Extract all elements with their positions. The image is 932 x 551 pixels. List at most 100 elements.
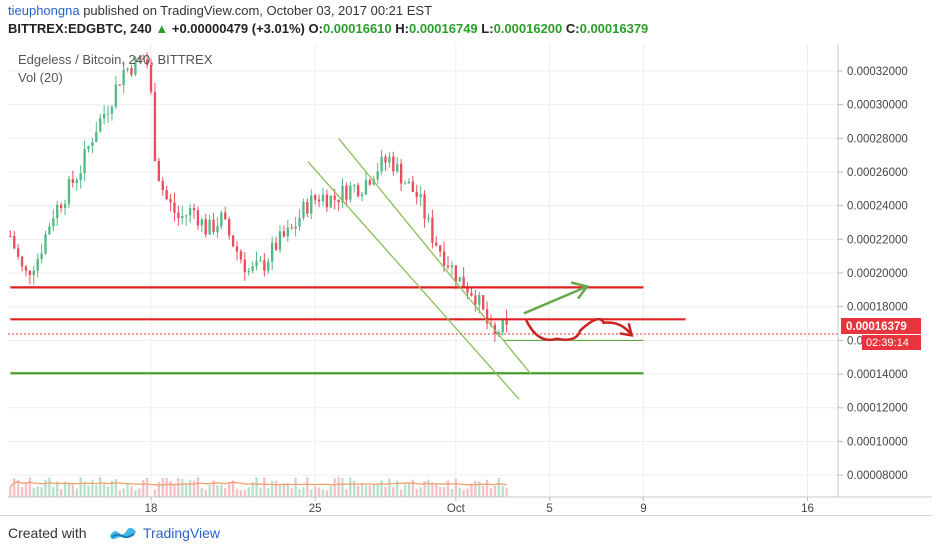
volume-bar xyxy=(478,481,481,497)
candle-body xyxy=(212,219,215,233)
symbol-info: BITTREX:EDGBTC, 240 ▲ +0.00000479 (+3.01… xyxy=(8,21,648,36)
volume-bar xyxy=(345,489,348,497)
volume-bar xyxy=(458,487,461,497)
candle-body xyxy=(302,202,305,218)
candle-body xyxy=(13,236,16,249)
candle-body xyxy=(431,217,434,243)
candle-body xyxy=(173,202,176,213)
candle-body xyxy=(341,185,344,203)
open-label: O: xyxy=(308,21,323,36)
volume-bar xyxy=(403,484,407,497)
volume-bar xyxy=(126,483,129,497)
tradingview-link[interactable]: TradingView xyxy=(143,525,221,541)
candle-body xyxy=(134,57,137,75)
close-label: C: xyxy=(565,21,580,36)
candle-body xyxy=(450,265,454,268)
candle-body xyxy=(40,253,43,259)
candle-body xyxy=(169,199,172,203)
close-value: 0.00016379 xyxy=(579,21,649,36)
candle-body xyxy=(138,57,141,59)
candle-body xyxy=(458,277,461,282)
volume-bar xyxy=(106,486,110,497)
volume-bar xyxy=(52,487,55,497)
volume-bar xyxy=(99,476,102,497)
tradingview-logo-icon[interactable] xyxy=(108,524,138,542)
volume-bar xyxy=(142,480,145,497)
volume-bar xyxy=(224,488,227,497)
candle-body xyxy=(356,185,360,197)
volume-bar xyxy=(204,489,207,497)
volume-bar xyxy=(470,483,473,497)
volume-bar xyxy=(485,479,489,497)
candle-body xyxy=(337,199,340,203)
countdown-value: 02:39:14 xyxy=(866,337,909,349)
candle-body xyxy=(407,181,411,184)
volume-bar xyxy=(259,487,262,497)
volume-bar xyxy=(24,483,28,497)
green-arrow-head-icon xyxy=(570,281,590,300)
volume-bar xyxy=(392,487,395,497)
up-triangle-icon: ▲ xyxy=(155,21,169,36)
volume-bar xyxy=(466,488,469,497)
price-tick-label: 0.00014000 xyxy=(847,369,908,381)
price-tick-label: 0.00022000 xyxy=(847,234,908,246)
volume-bar xyxy=(91,480,94,497)
candle-body xyxy=(102,113,106,119)
volume-bar xyxy=(411,479,415,497)
volume-bar xyxy=(274,480,278,497)
price-tick-label: 0.00008000 xyxy=(847,470,908,482)
candle-body xyxy=(32,270,35,276)
volume-bar xyxy=(130,486,133,497)
candle-body xyxy=(415,191,418,197)
volume-bar xyxy=(216,484,219,497)
red-arrow-head-icon xyxy=(619,323,634,337)
volume-bar xyxy=(294,477,297,497)
candle-body xyxy=(185,215,188,217)
volume-bar xyxy=(263,477,266,497)
volume-bar xyxy=(353,480,356,497)
price-tick-label: 0.00032000 xyxy=(847,66,908,78)
volume-bar xyxy=(435,484,438,497)
volume-bar xyxy=(114,479,118,497)
open-value: 0.00016610 xyxy=(322,21,392,36)
volume-bar xyxy=(56,481,59,497)
publish-info: tieuphongna published on TradingView.com… xyxy=(8,3,432,18)
volume-bar xyxy=(231,480,235,497)
volume-bar xyxy=(220,484,223,497)
candle-body xyxy=(79,173,82,180)
time-tick-label: 5 xyxy=(546,503,552,515)
volume-bar xyxy=(501,486,504,497)
price-axis[interactable]: 0.00032000 0.00030000 0.00028000 0.00026000… xyxy=(838,66,908,482)
volume-bar xyxy=(497,477,500,497)
candle-body xyxy=(294,226,297,229)
time-axis[interactable]: 18 25 Oct 5 9 16 xyxy=(145,497,814,515)
volume-bar xyxy=(228,483,231,497)
volume-bar xyxy=(208,485,211,497)
price-badge-value: 0.00016379 xyxy=(846,321,907,333)
author-link[interactable]: tieuphongna xyxy=(8,3,80,18)
volume-bar xyxy=(442,486,446,497)
volume-bar xyxy=(71,484,75,497)
drawings[interactable] xyxy=(8,137,838,400)
low-value: 0.00016200 xyxy=(493,21,563,36)
candle-body xyxy=(224,212,227,220)
candle-body xyxy=(208,219,211,235)
candle-body xyxy=(231,235,235,247)
candle-body xyxy=(36,258,39,271)
candle-body xyxy=(83,149,86,174)
time-tick-label: 25 xyxy=(309,503,322,515)
volume-bar xyxy=(431,482,434,497)
candle-body xyxy=(63,203,67,209)
volume-bar xyxy=(134,490,137,497)
created-with-label: Created with xyxy=(8,525,87,541)
candle-body xyxy=(466,288,469,293)
candle-body xyxy=(243,259,246,273)
volume-bars xyxy=(9,476,508,504)
candle-body xyxy=(478,295,481,305)
volume-bar xyxy=(380,480,383,497)
candle-body xyxy=(313,195,317,200)
volume-bar xyxy=(247,487,250,497)
candle-body xyxy=(220,212,223,227)
candle-body xyxy=(200,219,203,226)
